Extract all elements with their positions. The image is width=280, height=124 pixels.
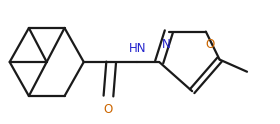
- Text: O: O: [205, 38, 214, 51]
- Text: O: O: [104, 103, 113, 116]
- Text: HN: HN: [129, 42, 147, 55]
- Text: N: N: [162, 38, 171, 51]
